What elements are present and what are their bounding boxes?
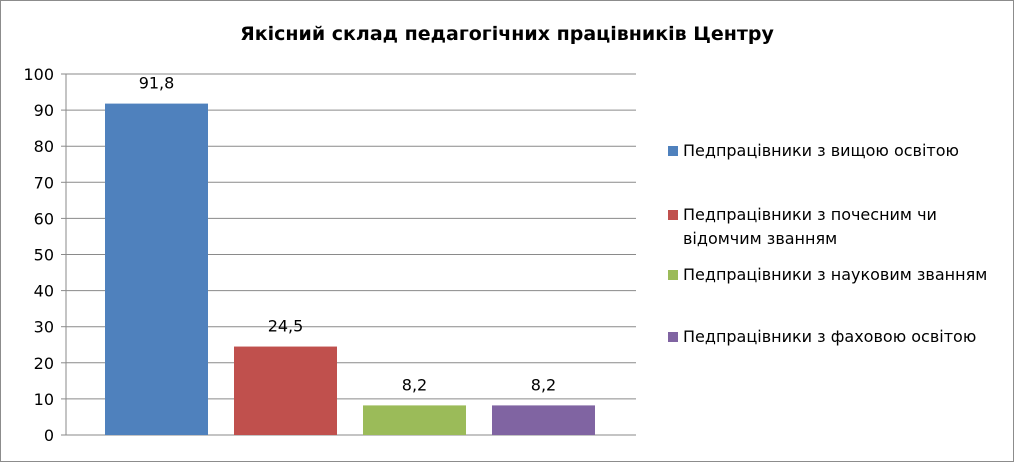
- legend-label: Педпрацівники з почесним чи відомчим зва…: [683, 205, 937, 248]
- y-tick-label: 90: [34, 101, 54, 120]
- bar: [492, 405, 595, 435]
- chart-title: Якісний склад педагогічних працівників Ц…: [240, 23, 774, 45]
- y-tick-label: 50: [34, 246, 54, 265]
- legend-item: Педпрацівники з фаховою освітою: [668, 325, 1008, 349]
- y-tick-label: 40: [34, 282, 54, 301]
- bar: [105, 103, 208, 436]
- data-label: 91,8: [139, 74, 175, 93]
- data-label: 8,2: [531, 375, 556, 394]
- y-tick-label: 20: [34, 354, 54, 373]
- data-label: 8,2: [402, 375, 427, 394]
- data-label: 24,5: [268, 317, 304, 336]
- bar: [234, 346, 337, 435]
- legend-swatch: [668, 270, 678, 280]
- y-tick-label: 100: [23, 65, 54, 84]
- legend-swatch: [668, 332, 678, 342]
- legend-item: Педпрацівники з науковим званням: [668, 263, 1008, 287]
- bar: [363, 405, 466, 435]
- y-tick-label: 30: [34, 318, 54, 337]
- legend-label: Педпрацівники з вищою освітою: [683, 141, 960, 160]
- y-tick-label: 0: [44, 426, 54, 445]
- legend-swatch: [668, 210, 678, 220]
- y-tick-label: 80: [34, 137, 54, 156]
- y-tick-label: 10: [34, 390, 54, 409]
- y-tick-label: 60: [34, 209, 54, 228]
- legend-label: Педпрацівники з фаховою освітою: [683, 327, 977, 346]
- legend-item: Педпрацівники з вищою освітою: [668, 139, 1008, 163]
- legend-swatch: [668, 146, 678, 156]
- legend-label: Педпрацівники з науковим званням: [683, 265, 988, 284]
- legend-item: Педпрацівники з почесним чи відомчим зва…: [668, 203, 1008, 251]
- y-tick-label: 70: [34, 173, 54, 192]
